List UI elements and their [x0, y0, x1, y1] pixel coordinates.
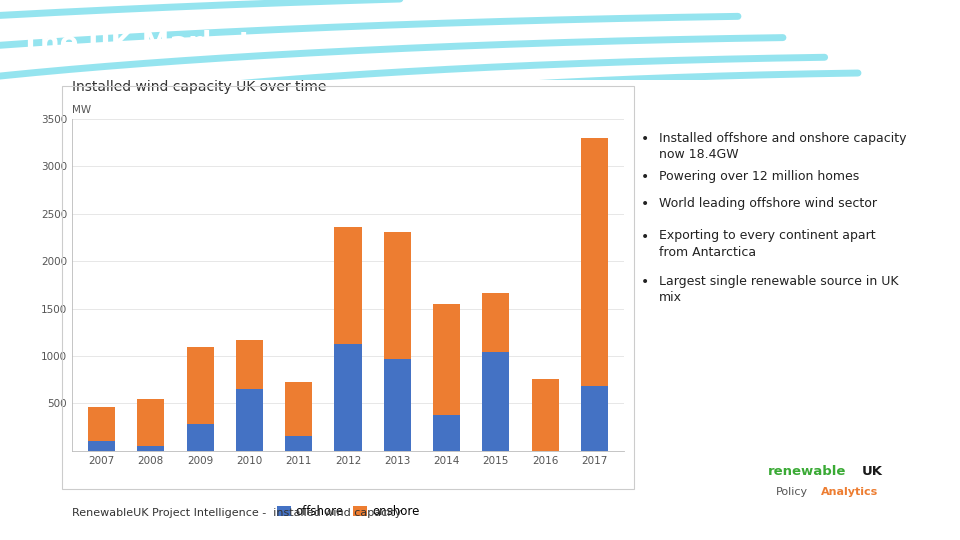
Text: Powering over 12 million homes: Powering over 12 million homes — [659, 170, 859, 183]
Bar — [186, 347, 214, 424]
Bar — [186, 424, 214, 451]
Bar — [236, 389, 263, 451]
Bar — [532, 379, 559, 451]
Bar — [433, 415, 460, 451]
Text: •: • — [641, 230, 650, 244]
Text: Analytics: Analytics — [821, 487, 878, 497]
Bar — [88, 441, 115, 451]
Text: Exporting to every continent apart
from Antarctica: Exporting to every continent apart from … — [659, 230, 876, 259]
Bar — [581, 138, 608, 387]
Bar — [88, 407, 115, 441]
Bar — [482, 293, 510, 352]
Text: Policy: Policy — [776, 487, 807, 497]
Bar — [384, 232, 411, 359]
Text: Largest single renewable source in UK
mix: Largest single renewable source in UK mi… — [659, 275, 898, 305]
Bar — [334, 227, 362, 343]
Bar — [334, 343, 362, 451]
Text: Installed wind capacity UK over time: Installed wind capacity UK over time — [72, 80, 326, 94]
Bar — [384, 359, 411, 451]
Legend: offshore, onshore: offshore, onshore — [272, 500, 424, 522]
Text: MW: MW — [72, 105, 91, 116]
Bar — [285, 382, 312, 436]
Text: World leading offshore wind sector: World leading offshore wind sector — [659, 197, 876, 210]
Text: renewable: renewable — [768, 465, 847, 478]
Bar — [137, 399, 164, 446]
Bar — [236, 340, 263, 389]
Bar — [482, 352, 510, 451]
Bar — [433, 304, 460, 415]
Text: •: • — [641, 132, 650, 146]
Text: Installed offshore and onshore capacity
now 18.4GW: Installed offshore and onshore capacity … — [659, 132, 906, 161]
Bar — [137, 446, 164, 451]
Text: •: • — [641, 170, 650, 184]
Text: UK: UK — [862, 465, 883, 478]
Text: •: • — [641, 275, 650, 289]
Text: The UK Market: The UK Market — [21, 30, 252, 58]
Text: RenewableUK Project Intelligence -  installed wind capacity: RenewableUK Project Intelligence - insta… — [72, 508, 401, 518]
Bar — [581, 387, 608, 451]
Bar — [285, 436, 312, 451]
Text: •: • — [641, 197, 650, 211]
